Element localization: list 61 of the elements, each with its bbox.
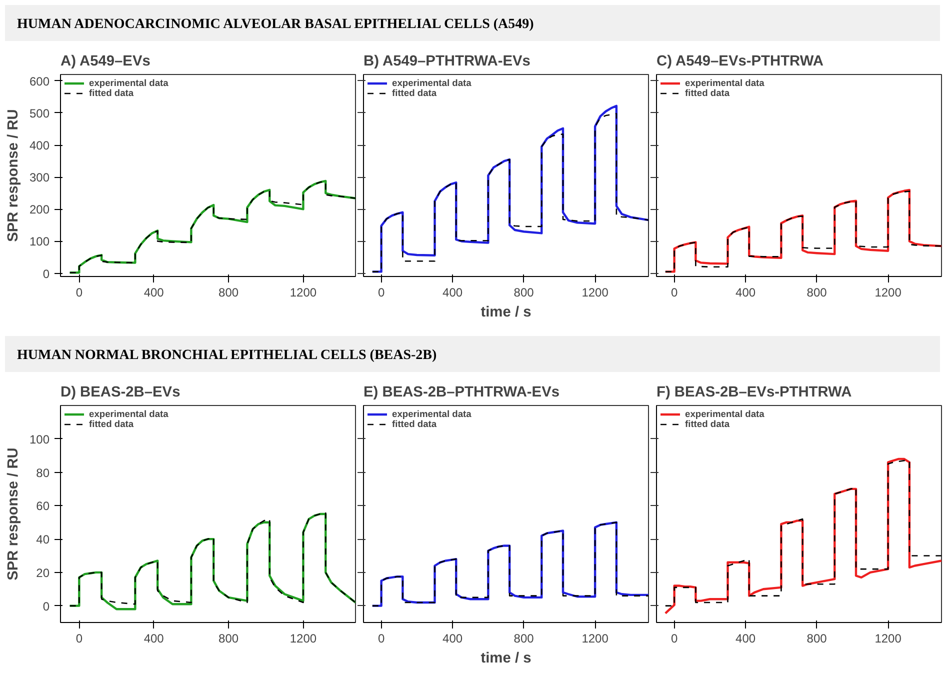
x-tick-label: 400 bbox=[144, 632, 164, 646]
x-tick-label: 800 bbox=[218, 286, 239, 300]
y-tick-label: 100 bbox=[29, 234, 50, 249]
x-tick-label: 1200 bbox=[290, 632, 317, 646]
y-tick-label: 60 bbox=[36, 499, 50, 514]
x-tick-label: 400 bbox=[736, 286, 756, 300]
x-tick-label: 800 bbox=[514, 632, 534, 646]
y-tick-label: 600 bbox=[29, 74, 50, 88]
y-tick-label: 400 bbox=[29, 138, 50, 153]
x-tick-label: 0 bbox=[378, 632, 385, 646]
x-tick-label: 800 bbox=[806, 286, 828, 300]
legend-label: experimental data bbox=[89, 409, 168, 419]
x-tick-label: 1200 bbox=[874, 632, 902, 646]
x-tick-label: 0 bbox=[76, 632, 83, 646]
y-tick-label: 80 bbox=[36, 466, 50, 480]
chart-subtitle: HUMAN ADENOCARCINOMIC ALVEOLAR BASAL EPITHELIAL CELLS (A549) bbox=[17, 16, 534, 34]
legend-label: experimental data bbox=[392, 409, 472, 419]
y-tick-label: 100 bbox=[29, 432, 50, 446]
x-tick-label: 800 bbox=[514, 286, 534, 300]
x-tick-label: 400 bbox=[144, 286, 164, 300]
y-tick-label: 200 bbox=[29, 202, 50, 217]
legend-label: experimental data bbox=[685, 409, 764, 419]
x-tick-label: 1200 bbox=[874, 286, 902, 300]
chart-title: D) BEAS-2B–EVs bbox=[60, 384, 180, 400]
x-tick-label: 1200 bbox=[290, 286, 317, 300]
y-tick-label: 40 bbox=[36, 532, 50, 547]
x-tick-label: 1200 bbox=[582, 632, 609, 646]
x-tick-label: 400 bbox=[442, 286, 463, 300]
y-tick-label: 20 bbox=[36, 566, 50, 580]
x-axis-title: time / s bbox=[480, 650, 532, 666]
chart-subtitle: HUMAN NORMAL BRONCHIAL EPITHELIAL CELLS (BEAS-2B) bbox=[17, 347, 437, 365]
x-tick-label: 0 bbox=[76, 286, 83, 300]
legend-label: fitted data bbox=[89, 88, 134, 98]
legend-label: experimental data bbox=[685, 78, 764, 88]
y-tick-label: 0 bbox=[42, 266, 50, 281]
chart-title: B) A549–PTHTRWA-EVs bbox=[364, 54, 530, 70]
x-tick-label: 400 bbox=[442, 632, 463, 646]
x-tick-label: 400 bbox=[736, 632, 756, 646]
legend-label: fitted data bbox=[392, 419, 437, 429]
x-tick-label: 800 bbox=[218, 632, 239, 646]
y-tick-label: 0 bbox=[42, 599, 50, 614]
legend-label: experimental data bbox=[392, 78, 472, 88]
legend-label: fitted data bbox=[685, 419, 730, 429]
y-axis-title: SPR response / RU bbox=[5, 109, 22, 242]
legend-label: experimental data bbox=[89, 78, 168, 88]
x-tick-label: 0 bbox=[670, 632, 678, 646]
y-axis-title: SPR response / RU bbox=[5, 448, 22, 580]
chart-title: F) BEAS-2B–EVs-PTHTRWA bbox=[656, 384, 852, 400]
x-tick-label: 0 bbox=[378, 286, 385, 300]
legend-label: fitted data bbox=[685, 88, 730, 98]
y-tick-label: 300 bbox=[29, 170, 50, 185]
chart-title: E) BEAS-2B–PTHTRWA-EVs bbox=[364, 384, 560, 400]
x-tick-label: 0 bbox=[670, 286, 678, 300]
x-axis-title: time / s bbox=[480, 304, 532, 320]
chart-title: C) A549–EVs-PTHTRWA bbox=[656, 54, 824, 70]
legend-label: fitted data bbox=[89, 419, 134, 429]
x-tick-label: 1200 bbox=[582, 286, 609, 300]
chart-title: A) A549–EVs bbox=[60, 54, 150, 70]
legend-label: fitted data bbox=[392, 88, 437, 98]
x-tick-label: 800 bbox=[806, 632, 828, 646]
y-tick-label: 500 bbox=[29, 106, 50, 120]
